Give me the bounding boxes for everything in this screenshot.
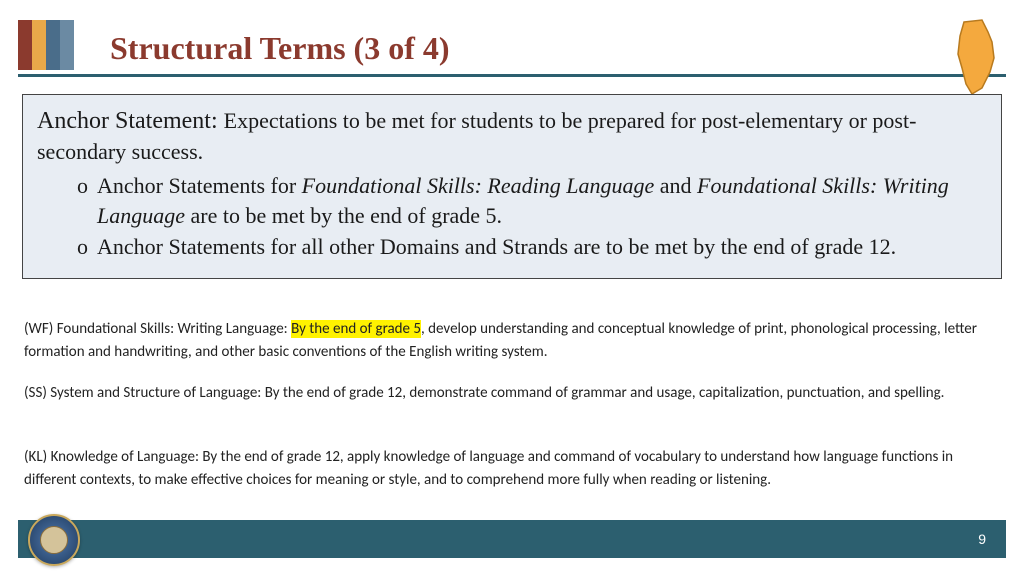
page-title: Structural Terms (3 of 4)	[110, 30, 944, 67]
page-number: 9	[978, 531, 986, 547]
bar-4	[60, 20, 74, 70]
bar-1	[18, 20, 32, 70]
bar-3	[46, 20, 60, 70]
paragraph-ss: (SS) System and Structure of Language: B…	[24, 382, 1000, 405]
header: Structural Terms (3 of 4)	[110, 30, 944, 67]
anchor-bullets: Anchor Statements for Foundational Skill…	[77, 171, 987, 262]
highlight-grade5: By the end of grade 5	[291, 320, 421, 338]
header-rule	[18, 74, 1006, 77]
footer-bar: 9	[18, 520, 1006, 558]
anchor-lead: Anchor Statement:	[37, 108, 224, 134]
nj-state-icon	[944, 18, 1006, 96]
anchor-statement-text: Anchor Statement: Expectations to be met…	[37, 105, 987, 167]
bullet-1: Anchor Statements for Foundational Skill…	[77, 171, 987, 230]
anchor-statement-box: Anchor Statement: Expectations to be met…	[22, 94, 1002, 279]
paragraph-wf: (WF) Foundational Skills: Writing Langua…	[24, 318, 1000, 363]
bullet-2: Anchor Statements for all other Domains …	[77, 232, 987, 262]
seal-inner	[40, 526, 68, 554]
paragraph-kl: (KL) Knowledge of Language: By the end o…	[24, 446, 1000, 491]
bar-2	[32, 20, 46, 70]
header-color-bars	[18, 20, 74, 70]
state-seal-icon	[28, 514, 80, 566]
